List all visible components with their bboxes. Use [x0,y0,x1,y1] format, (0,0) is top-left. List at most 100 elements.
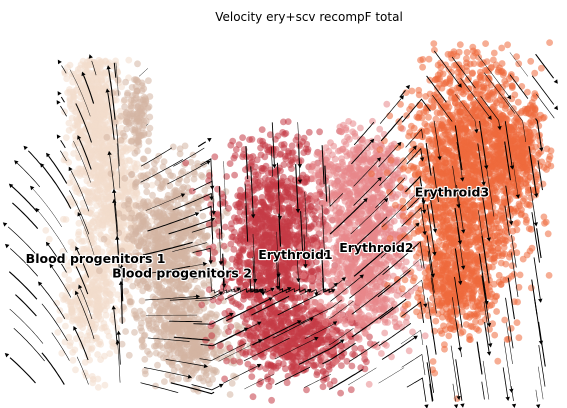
cell-point [225,328,232,335]
cell-point [84,195,92,203]
cell-point [94,252,102,260]
cell-point [152,233,160,241]
cell-point [161,378,168,385]
cell-point [126,110,134,118]
cell-point [221,200,229,207]
cell-point [115,210,123,217]
cell-point [105,246,113,254]
cell-point [192,217,200,224]
cell-point [82,169,90,176]
cell-point [313,340,320,348]
cell-point [72,366,79,374]
cell-point [66,342,74,350]
cell-point [147,325,154,332]
cell-point [235,301,242,308]
cell-point [138,336,146,344]
cell-point [81,358,89,366]
cell-point [162,238,170,246]
cell-point [183,176,191,184]
cell-point [267,318,274,326]
cell-point [109,311,117,319]
cell-point [316,128,323,136]
cell-point [99,222,107,229]
cell-point [105,251,113,259]
cell-point [180,311,188,319]
cell-point [277,225,285,233]
cell-point [117,137,125,144]
cell-point [112,96,120,104]
cell-point [69,312,77,319]
cell-point [290,334,298,342]
cell-point [124,235,131,243]
cell-point [94,245,101,253]
cell-point [138,79,146,87]
cell-point [85,153,92,161]
cell-point [68,70,75,77]
cell-point [221,223,229,231]
cell-point [103,133,111,141]
cell-point [277,150,285,158]
cell-point [288,199,296,207]
cell-point [58,291,66,299]
cell-point [100,111,107,119]
cell-point [97,356,104,363]
cell-point [169,317,177,324]
cell-point [175,179,182,187]
cell-point [88,373,96,380]
cell-point [169,323,177,330]
cell-point [101,256,109,264]
cell-point [89,115,97,123]
cell-point [88,206,95,214]
cell-point [284,275,292,283]
cell-point [301,228,309,236]
cell-point [133,147,141,155]
cell-point [137,116,145,124]
cell-point [128,170,136,178]
cell-point [259,199,267,207]
cell-point [61,108,68,116]
cell-point [159,217,167,224]
cell-point [119,163,127,171]
cell-point [101,124,109,132]
cell-point [278,317,285,324]
cell-point [87,239,95,247]
cell-point [217,294,225,302]
cell-point [66,95,74,102]
cell-point [213,311,220,319]
cell-point [120,303,127,311]
cell-point [143,283,151,291]
cell-point [77,187,85,195]
cell-point [267,369,275,376]
cell-point [96,155,104,162]
cell-point [194,197,202,205]
cell-point [237,339,245,347]
cell-point [209,366,217,374]
cell-point [77,77,85,85]
cell-point [140,172,147,180]
cell-point [107,170,115,178]
cell-point [70,150,77,157]
cell-point [280,161,288,169]
cell-point [107,258,114,266]
cell-point [274,338,282,346]
cell-point [95,144,103,152]
cell-point [133,313,140,321]
cell-point [211,249,219,256]
cell-point [314,225,321,233]
cell-point [176,329,184,337]
cell-point [138,297,146,305]
cell-point [90,161,98,169]
cell-point [290,328,298,336]
cell-point [117,181,125,189]
cell-point [90,59,98,67]
cell-point [265,204,273,211]
cell-point [184,171,192,179]
cell-point [149,191,156,199]
cell-point [56,316,63,324]
cell-point [170,342,178,350]
cell-point [259,262,267,270]
cell-point [258,224,265,231]
cell-point [202,371,210,379]
cell-point [94,351,101,358]
cell-point [95,130,103,138]
